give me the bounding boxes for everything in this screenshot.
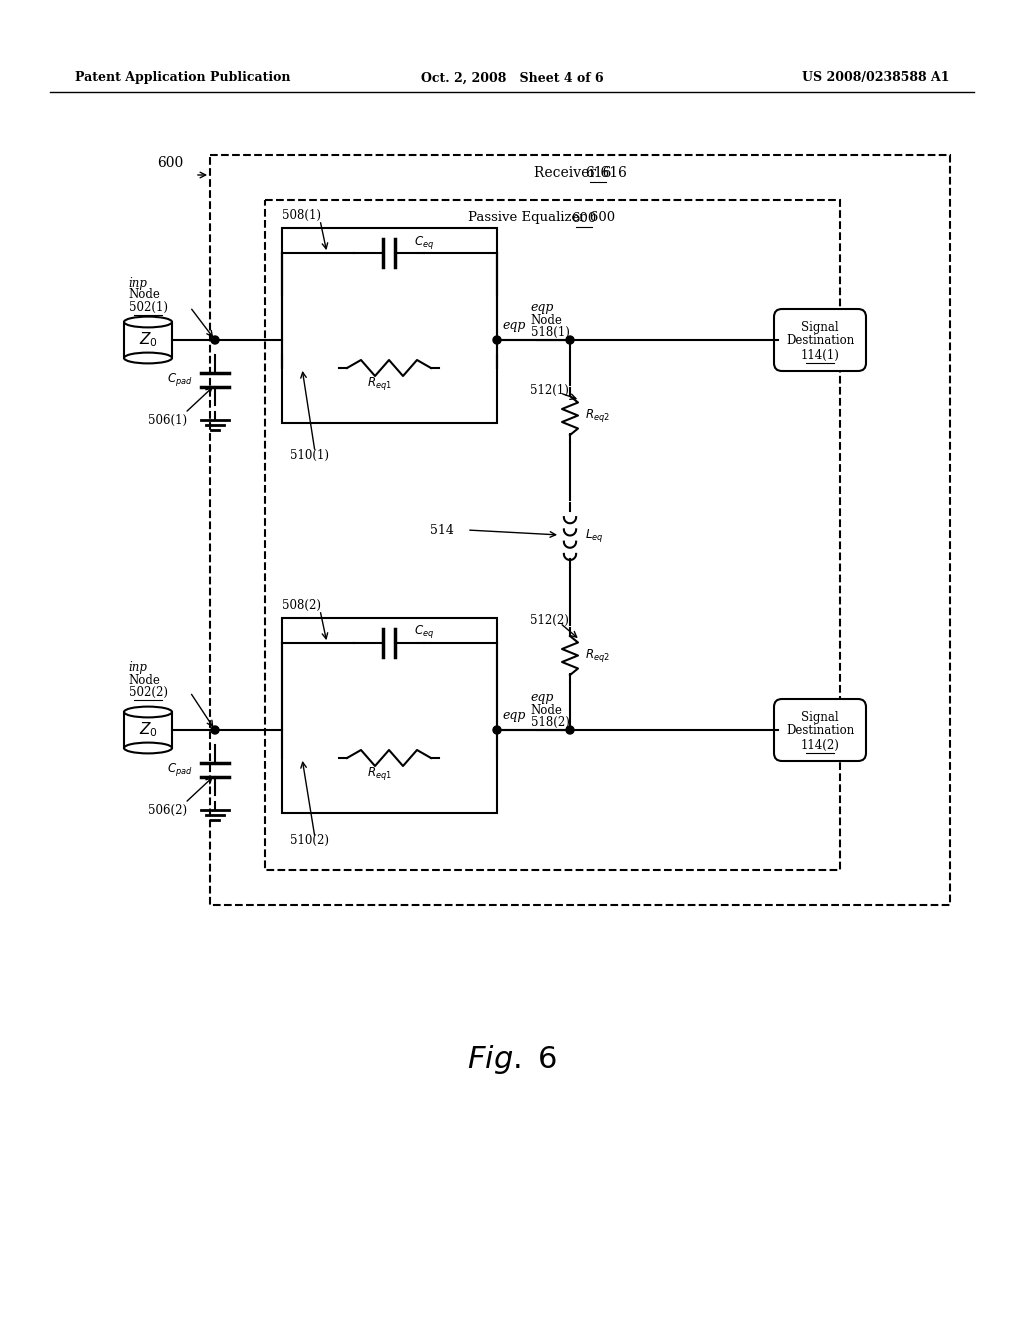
Text: 616: 616 (585, 166, 611, 180)
Text: Destination: Destination (785, 334, 854, 347)
Circle shape (493, 726, 501, 734)
Circle shape (566, 726, 574, 734)
Text: $C_{pad}$: $C_{pad}$ (167, 371, 193, 388)
Ellipse shape (124, 352, 172, 363)
Text: 506(2): 506(2) (148, 804, 187, 817)
Text: $C_{eq}$: $C_{eq}$ (414, 234, 434, 251)
Ellipse shape (124, 706, 172, 717)
Text: 512(2): 512(2) (530, 614, 569, 627)
Text: 114(1): 114(1) (801, 348, 840, 362)
Circle shape (566, 337, 574, 345)
Text: Signal: Signal (801, 322, 839, 334)
Ellipse shape (124, 317, 172, 327)
Text: 600: 600 (157, 156, 183, 170)
Text: 510(2): 510(2) (290, 833, 329, 846)
Text: Oct. 2, 2008   Sheet 4 of 6: Oct. 2, 2008 Sheet 4 of 6 (421, 71, 603, 84)
Text: eqp: eqp (530, 301, 553, 314)
Text: eqp: eqp (502, 318, 525, 331)
Text: inp: inp (128, 276, 146, 289)
Text: 512(1): 512(1) (530, 384, 569, 396)
Text: $C_{eq}$: $C_{eq}$ (414, 623, 434, 640)
FancyBboxPatch shape (282, 228, 497, 422)
Text: Destination: Destination (785, 725, 854, 738)
Text: 600: 600 (571, 211, 597, 224)
Text: Receiver 616: Receiver 616 (534, 166, 627, 180)
Text: $R_{eq2}$: $R_{eq2}$ (585, 647, 610, 664)
Text: $L_{eq}$: $L_{eq}$ (585, 527, 603, 544)
Text: $R_{eq2}$: $R_{eq2}$ (585, 407, 610, 424)
Text: $\mathit{Fig.}\ \mathit{6}$: $\mathit{Fig.}\ \mathit{6}$ (467, 1044, 557, 1077)
Text: 510(1): 510(1) (290, 449, 329, 462)
Text: $Z_0$: $Z_0$ (138, 721, 158, 739)
Text: Node: Node (530, 704, 562, 717)
Circle shape (211, 726, 219, 734)
Text: 502(1): 502(1) (128, 301, 168, 314)
Circle shape (211, 337, 219, 345)
Text: 502(2): 502(2) (128, 685, 168, 698)
Text: 506(1): 506(1) (148, 413, 187, 426)
Text: 508(2): 508(2) (282, 598, 321, 611)
Text: eqp: eqp (530, 692, 553, 705)
Text: 508(1): 508(1) (282, 209, 321, 222)
Bar (124, 322, 172, 358)
Text: Node: Node (128, 673, 160, 686)
FancyBboxPatch shape (774, 700, 866, 762)
Text: 114(2): 114(2) (801, 738, 840, 751)
Text: Passive Equalizer 600: Passive Equalizer 600 (468, 211, 615, 224)
Text: Signal: Signal (801, 711, 839, 725)
Text: 518(2): 518(2) (530, 715, 569, 729)
Text: Node: Node (128, 289, 160, 301)
Text: Node: Node (530, 314, 562, 326)
Text: $C_{pad}$: $C_{pad}$ (167, 762, 193, 779)
Text: inp: inp (128, 661, 146, 675)
Text: US 2008/0238588 A1: US 2008/0238588 A1 (803, 71, 950, 84)
Text: Patent Application Publication: Patent Application Publication (75, 71, 291, 84)
Text: $R_{eq1}$: $R_{eq1}$ (367, 766, 391, 783)
Text: eqp: eqp (502, 709, 525, 722)
FancyBboxPatch shape (774, 309, 866, 371)
Text: $Z_0$: $Z_0$ (138, 330, 158, 350)
Text: 514: 514 (430, 524, 454, 536)
Text: 518(1): 518(1) (530, 326, 569, 338)
Circle shape (493, 337, 501, 345)
FancyBboxPatch shape (282, 618, 497, 813)
Ellipse shape (124, 743, 172, 754)
Bar (124, 711, 172, 748)
Text: $R_{eq1}$: $R_{eq1}$ (367, 375, 391, 392)
